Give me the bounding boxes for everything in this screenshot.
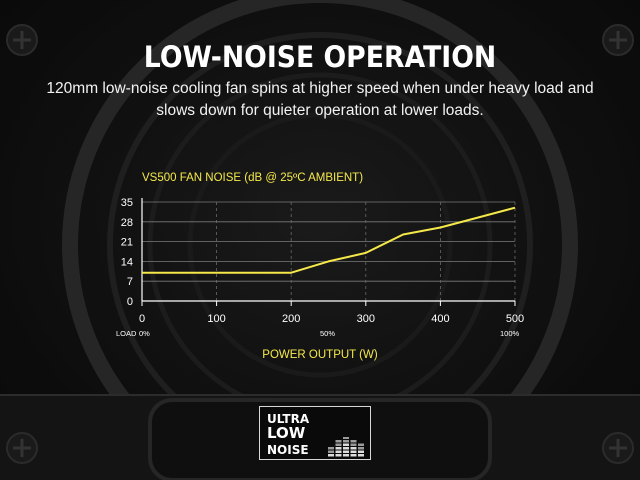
equalizer-bar <box>335 447 342 450</box>
page-title: LOW-NOISE OPERATION <box>143 40 497 74</box>
x-tick-label: 500 <box>506 313 524 325</box>
equalizer-bar <box>335 443 342 446</box>
chart-tick-labels: 0 7 14 21 28 35 0 100 200 300 400 500 <box>121 197 524 325</box>
equalizer-bar <box>350 454 357 457</box>
equalizer-bars-icon <box>328 437 364 457</box>
y-tick-label: 14 <box>121 256 133 268</box>
equalizer-bar <box>350 440 357 443</box>
equalizer-bar <box>350 447 357 450</box>
load-label-high: 100% <box>500 329 520 338</box>
chart-title: VS500 FAN NOISE (dB @ 25ºC AMBIENT) <box>142 172 363 184</box>
y-tick-label: 35 <box>121 197 133 209</box>
equalizer-bar <box>343 447 349 450</box>
equalizer-bar <box>343 443 349 446</box>
y-tick-label: 21 <box>121 237 133 249</box>
equalizer-bar <box>358 454 364 457</box>
x-axis-label: POWER OUTPUT (W) <box>262 349 378 361</box>
y-tick-label: 7 <box>127 276 133 288</box>
fan-noise-line <box>142 206 516 274</box>
equalizer-bar <box>343 454 349 457</box>
equalizer-bar <box>343 437 349 439</box>
load-label-mid: 50% <box>320 329 335 338</box>
x-tick-label: 300 <box>357 313 375 325</box>
badge-line-2: LOW <box>267 424 306 442</box>
screw-icon <box>6 24 38 56</box>
equalizer-bar <box>350 450 357 453</box>
equalizer-bar <box>358 443 364 446</box>
x-tick-label: 200 <box>282 313 300 325</box>
screw-icon <box>602 24 634 56</box>
description-text: 120mm low-noise cooling fan spins at hig… <box>46 80 594 119</box>
equalizer-bar <box>343 450 349 453</box>
chart-series <box>142 206 516 274</box>
screw-icon <box>6 432 38 464</box>
chart-axes <box>141 198 516 306</box>
x-tick-label: 400 <box>431 313 449 325</box>
equalizer-bar <box>328 454 334 457</box>
equalizer-bar <box>358 447 364 450</box>
equalizer-bar <box>328 447 334 450</box>
x-tick-label: 0 <box>139 313 145 325</box>
ultra-low-noise-badge: ULTRA LOW NOISE <box>259 406 371 460</box>
badge-line-3: NOISE <box>267 443 309 457</box>
badge-line-1: ULTRA <box>267 412 310 426</box>
y-tick-label: 0 <box>127 296 133 308</box>
equalizer-bar <box>350 443 357 446</box>
load-label-low: 0% <box>139 329 150 338</box>
chart-gridlines <box>142 201 516 301</box>
equalizer-bar <box>343 440 349 443</box>
equalizer-bar <box>358 450 364 453</box>
screw-icon <box>602 432 634 464</box>
equalizer-bar <box>328 450 334 453</box>
equalizer-bar <box>335 450 342 453</box>
equalizer-bar <box>335 440 342 443</box>
x-tick-label: 100 <box>207 313 225 325</box>
equalizer-bar <box>335 454 342 457</box>
load-label-prefix: LOAD <box>116 329 137 338</box>
y-tick-label: 28 <box>121 217 133 229</box>
